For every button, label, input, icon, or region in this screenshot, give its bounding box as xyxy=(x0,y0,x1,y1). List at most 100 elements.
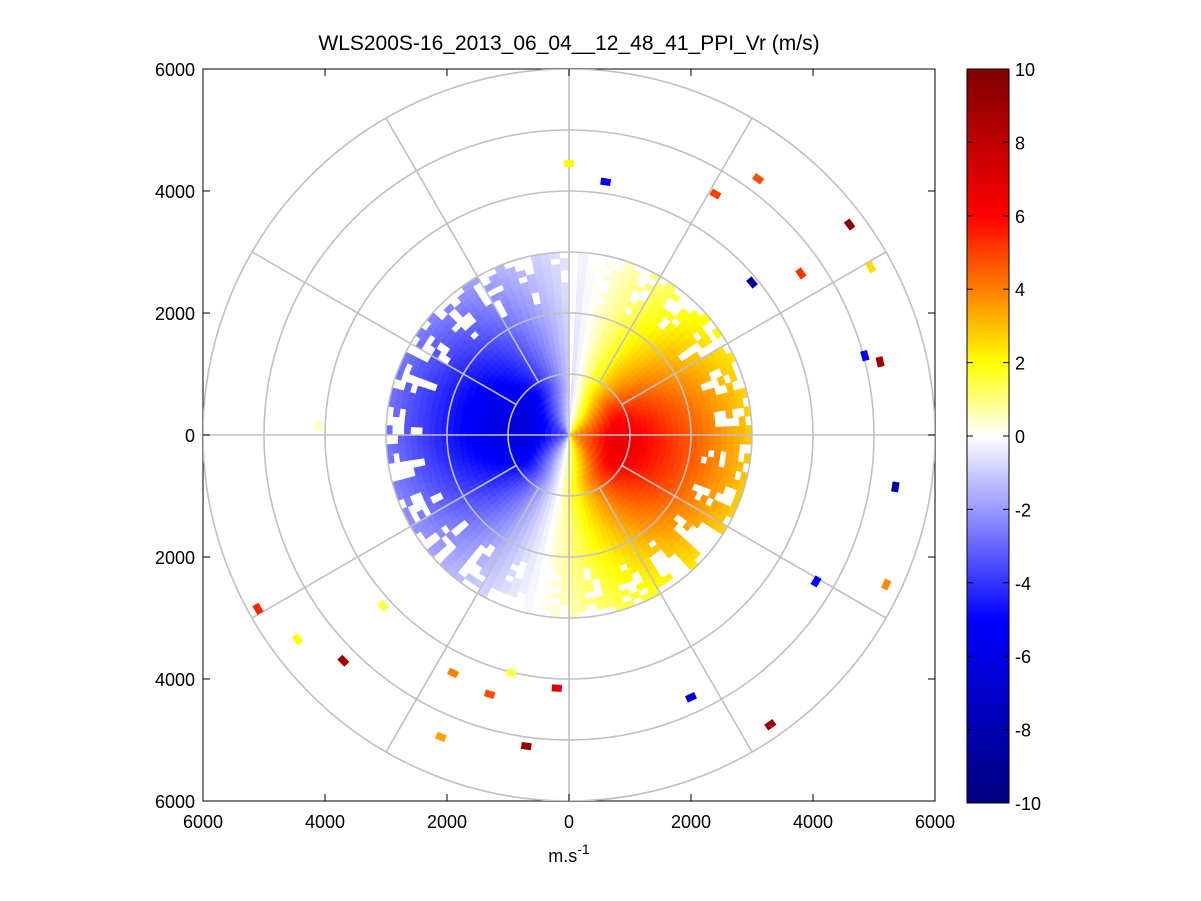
colorbar-ramp xyxy=(966,68,1010,804)
field-cell xyxy=(568,544,576,552)
field-cell xyxy=(560,355,566,363)
x-tick-label: 2000 xyxy=(671,812,711,832)
field-cell xyxy=(568,599,579,607)
field-cell xyxy=(561,300,570,308)
field-cell xyxy=(559,343,565,351)
field-cell xyxy=(585,597,597,606)
field-cell xyxy=(557,331,565,339)
field-cell xyxy=(562,538,570,546)
grid-spoke xyxy=(385,487,540,753)
field-cell xyxy=(708,419,716,429)
field-cell xyxy=(702,441,710,451)
x-axis-label: m.s-1 xyxy=(548,841,590,866)
field-cell xyxy=(458,434,466,442)
colorbar-tick-label: 10 xyxy=(1015,60,1035,80)
field-cell xyxy=(684,428,692,436)
field-cell xyxy=(446,434,454,442)
field-cell xyxy=(416,434,424,444)
field-cell xyxy=(733,434,741,445)
grid-spoke xyxy=(251,251,517,406)
field-cell xyxy=(416,418,424,428)
field-cell xyxy=(551,592,562,600)
field-cell xyxy=(573,519,579,527)
field-cell xyxy=(568,586,578,594)
isolated-returns xyxy=(252,160,900,751)
field-cell xyxy=(665,423,673,431)
field-cell xyxy=(708,434,716,444)
field-cell xyxy=(575,568,585,576)
field-cell xyxy=(574,325,581,333)
colorbar-tick-label: 2 xyxy=(1015,354,1025,374)
field-cell xyxy=(739,425,747,436)
field-cell xyxy=(582,561,591,569)
field-cell xyxy=(556,318,564,327)
colorbar: 10 8 6 4 2 0 -2 -4 -6 -8 -10 xyxy=(966,60,1041,814)
isolated-return xyxy=(764,719,777,731)
field-cell xyxy=(552,331,560,339)
field-cell xyxy=(696,434,704,443)
field-cell xyxy=(668,291,681,303)
field-cell xyxy=(404,408,413,419)
field-cell xyxy=(659,419,667,426)
isolated-return xyxy=(376,599,389,612)
field-cell xyxy=(428,419,436,429)
field-cell xyxy=(641,426,649,432)
field-cell xyxy=(434,434,442,443)
isolated-return xyxy=(600,177,612,187)
colorbar-tick-label: 6 xyxy=(1015,207,1025,227)
y-tick-label: 0 xyxy=(185,426,195,446)
field-cell xyxy=(471,439,479,446)
isolated-return xyxy=(315,420,323,431)
field-cell xyxy=(452,428,460,436)
field-cell xyxy=(455,326,466,338)
grid-spoke xyxy=(621,464,887,619)
field-cell xyxy=(568,574,578,582)
field-cell xyxy=(684,434,692,442)
isolated-return xyxy=(483,689,496,700)
grid-spoke xyxy=(598,487,753,753)
field-cell xyxy=(397,434,405,445)
field-cell xyxy=(666,429,674,436)
field-cell xyxy=(575,288,585,296)
field-cell xyxy=(591,284,602,293)
field-cell xyxy=(422,441,430,451)
field-cell xyxy=(594,265,605,275)
field-cell xyxy=(702,427,710,436)
field-cell xyxy=(716,483,726,495)
field-cell xyxy=(551,270,562,278)
field-cell xyxy=(691,517,703,529)
x-tick-label: 0 xyxy=(564,812,574,832)
field-cell xyxy=(443,303,456,315)
field-cell xyxy=(540,603,552,612)
field-cell xyxy=(560,593,570,601)
field-cell xyxy=(551,325,559,333)
field-cell xyxy=(561,562,570,570)
field-cell xyxy=(702,434,710,443)
field-cell xyxy=(477,439,485,445)
grid-spoke xyxy=(385,117,540,383)
field-cell xyxy=(739,434,747,445)
y-tick-label: 4000 xyxy=(155,182,195,202)
isolated-return xyxy=(891,481,900,493)
field-cell xyxy=(725,408,734,419)
isolated-return xyxy=(795,267,807,280)
field-cell xyxy=(714,426,722,436)
field-cell xyxy=(738,416,747,427)
isolated-return xyxy=(810,575,822,588)
isolated-return xyxy=(684,692,698,703)
field-cell xyxy=(595,601,607,611)
colorbar-tick-label: 4 xyxy=(1015,280,1025,300)
field-cell xyxy=(434,427,442,436)
field-cell xyxy=(562,318,570,326)
isolated-return xyxy=(447,667,460,679)
field-cell xyxy=(410,418,418,428)
field-cell xyxy=(515,269,527,279)
field-cell xyxy=(560,288,570,296)
field-cell xyxy=(576,592,587,600)
field-cell xyxy=(560,282,570,290)
field-cell xyxy=(585,264,597,273)
field-cell xyxy=(489,438,497,444)
field-cell xyxy=(560,574,570,582)
field-cell xyxy=(562,312,570,320)
y-axis-ticks: 6000 4000 2000 0 2000 4000 6000 xyxy=(155,60,935,812)
